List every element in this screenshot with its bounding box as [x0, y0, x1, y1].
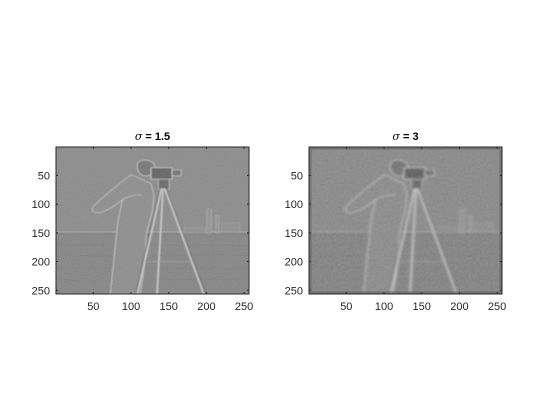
- axes-box: [308, 146, 503, 295]
- axis-ticks: 50 100 150 200 250 50 100 150 200 250: [32, 147, 253, 313]
- y-tick-label: 250: [32, 285, 50, 297]
- x-tick-label: 50: [87, 301, 99, 313]
- y-tick-label: 100: [285, 199, 303, 211]
- x-tick-label: 100: [375, 301, 393, 313]
- axes-box: [55, 146, 250, 295]
- panel-sigma-1-5: σ = 1.5 50 100 150 200 250 50 100 150 200 250: [32, 130, 254, 313]
- axis-ticks: 50 100 150 200 250 50 100 150 200 250: [285, 147, 506, 313]
- x-tick-label: 250: [488, 301, 506, 313]
- y-tick-label: 250: [285, 285, 303, 297]
- x-tick-label: 150: [413, 301, 431, 313]
- y-tick-label: 200: [285, 257, 303, 269]
- x-tick-label: 200: [197, 301, 215, 313]
- panel-title: σ = 1.5: [135, 130, 170, 143]
- panel-sigma-3: σ = 3 50 100 150 200 250 50 100 150 200 250: [285, 130, 507, 313]
- x-tick-label: 150: [160, 301, 178, 313]
- x-tick-label: 200: [450, 301, 468, 313]
- y-tick-label: 150: [32, 228, 50, 240]
- blurred-image: [56, 147, 249, 294]
- y-tick-label: 50: [291, 170, 303, 182]
- x-tick-label: 100: [122, 301, 140, 313]
- x-tick-label: 250: [235, 301, 253, 313]
- y-tick-label: 200: [32, 257, 50, 269]
- y-tick-label: 100: [32, 199, 50, 211]
- y-tick-label: 50: [38, 170, 50, 182]
- blurred-image: [309, 147, 502, 294]
- x-tick-label: 50: [340, 301, 352, 313]
- panel-title: σ = 3: [392, 130, 418, 143]
- y-tick-label: 150: [285, 228, 303, 240]
